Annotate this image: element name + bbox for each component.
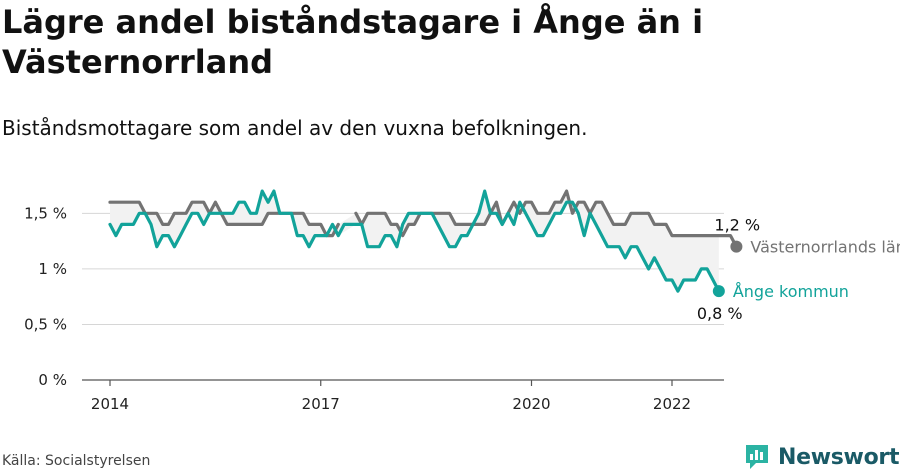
series-end-point-kommun [712, 285, 725, 298]
series-line-kommun [108, 189, 721, 293]
y-tick-label: 0,5 % [24, 315, 67, 333]
newsworthy-logo-icon [746, 445, 768, 469]
chart-title: Lägre andel biståndstagare i Ånge än i V… [2, 3, 704, 81]
series-line-lan [108, 189, 738, 249]
y-tick-label: 1,5 % [24, 204, 67, 222]
x-tick-label: 2014 [91, 395, 129, 413]
x-tick-label: 2017 [302, 395, 340, 413]
x-tick-label: 2022 [653, 395, 691, 413]
series-end-point-lan [730, 240, 743, 253]
x-tick-label: 2020 [512, 395, 550, 413]
y-tick-label: 1 % [38, 260, 67, 278]
y-tick-label: 0 % [38, 371, 67, 389]
series-value-kommun: 0,8 % [697, 304, 743, 323]
series-value-lan: 1,2 % [714, 216, 760, 235]
source-note: Källa: Socialstyrelsen [2, 453, 151, 469]
brand-name: Newsworthy [778, 444, 900, 470]
chart-subtitle: Biståndsmottagare som andel av den vuxna… [2, 116, 588, 140]
series-name-lan: Västernorrlands län [750, 238, 900, 257]
difference-band [110, 191, 719, 292]
brand-logo: Newsworthy [744, 442, 900, 472]
series-name-kommun: Ånge kommun [733, 282, 849, 301]
